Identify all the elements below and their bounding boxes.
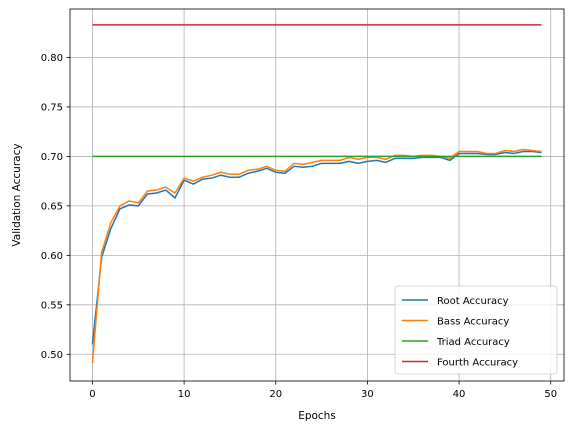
y-tick-label: 0.55 (41, 300, 63, 311)
axis-ticks: 0 10 20 30 40 50 0.50 0.55 0.60 0.65 0.70 0.75 0.80 (41, 53, 557, 400)
y-tick-label: 0.80 (41, 53, 63, 64)
y-tick-label: 0.75 (41, 102, 63, 113)
plot-frame (69, 8, 565, 382)
x-tick-label: 20 (269, 389, 282, 400)
legend-label: Bass Accuracy (437, 317, 509, 328)
x-tick-label: 50 (544, 389, 557, 400)
x-tick-label: 30 (361, 389, 374, 400)
y-tick-label: 0.70 (41, 152, 63, 163)
x-tick-label: 0 (89, 389, 95, 400)
x-axis-label: Epochs (298, 410, 336, 422)
y-tick-label: 0.65 (41, 201, 63, 212)
legend-label: Root Accuracy (437, 296, 509, 307)
y-axis-label: Validation Accuracy (11, 143, 23, 246)
y-tick-label: 0.50 (41, 350, 63, 361)
legend-label: Triad Accuracy (436, 337, 510, 348)
series-line (91, 150, 542, 345)
legend: Root Accuracy Bass Accuracy Triad Accuracy… (394, 285, 558, 375)
legend-label: Fourth Accuracy (437, 358, 518, 369)
legend-box (394, 285, 558, 375)
y-tick-label: 0.60 (41, 251, 63, 262)
x-tick-label: 10 (178, 389, 191, 400)
x-tick-label: 40 (453, 389, 466, 400)
series-lines (91, 24, 542, 364)
series-line (91, 148, 542, 364)
